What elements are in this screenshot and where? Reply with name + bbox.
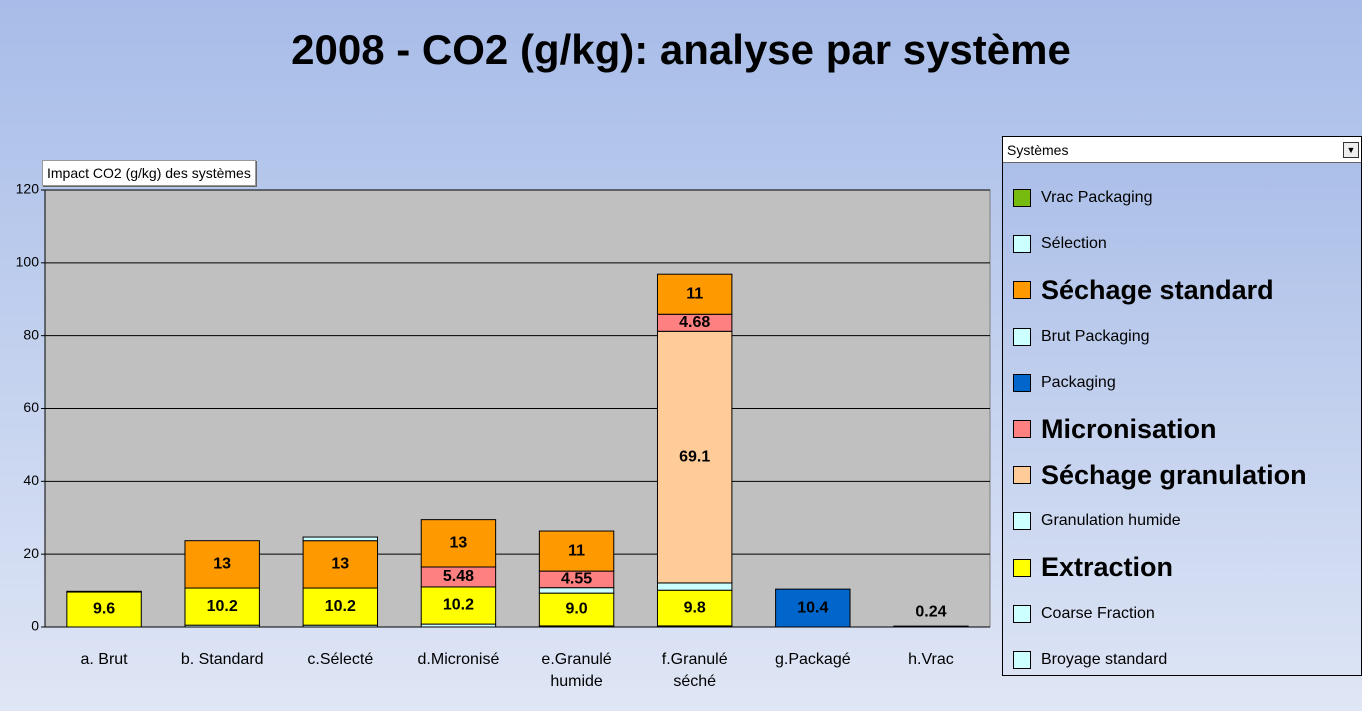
- bar-segment: [66, 590, 142, 593]
- legend-swatch: [1013, 327, 1031, 346]
- x-tick-label: a. Brut: [80, 651, 128, 668]
- data-label: 11: [568, 542, 585, 559]
- data-label: 9.0: [565, 601, 587, 618]
- legend-label: Vrac Packaging: [1041, 189, 1153, 206]
- legend-swatch: [1013, 604, 1031, 623]
- bar-segment: [420, 586, 497, 625]
- x-tick-label: g.Packagé: [775, 651, 851, 668]
- legend-entry[interactable]: Micronisation: [1013, 414, 1217, 444]
- legend-entry[interactable]: Séchage standard: [1013, 275, 1274, 305]
- data-label: 0.24: [915, 603, 946, 620]
- bar-segment: [184, 587, 260, 626]
- legend-entry[interactable]: Broyage standard: [1013, 645, 1167, 675]
- y-tick-label: 40: [23, 472, 39, 488]
- y-tick-label: 0: [31, 618, 39, 634]
- dropdown-button[interactable]: ▼: [1343, 142, 1359, 158]
- y-tick-label: 120: [16, 181, 40, 197]
- legend-entry[interactable]: Packaging: [1013, 368, 1116, 398]
- bar-segment: [775, 588, 851, 628]
- legend-swatch: [1013, 420, 1031, 438]
- bar-segment: [538, 587, 615, 594]
- plot: 0 20 40 60 80 100 120 9.6 10.2 13 10.2 13 10.2 5.48 13…: [16, 181, 991, 634]
- legend-swatch: [1013, 373, 1031, 392]
- bar-segment: [420, 519, 497, 568]
- legend-label: Micronisation: [1041, 413, 1217, 444]
- legend-entry[interactable]: Granulation humide: [1013, 506, 1181, 536]
- data-label: 5.48: [443, 568, 474, 585]
- bar-segment: [656, 582, 733, 591]
- x-tick-label: h.Vrac: [908, 651, 954, 668]
- legend-entry[interactable]: Extraction: [1013, 552, 1174, 583]
- legend-entry[interactable]: Coarse Fraction: [1013, 599, 1155, 629]
- legend-swatch: [1013, 466, 1031, 485]
- data-label: 4.68: [679, 314, 710, 331]
- legend-swatch: [1013, 281, 1031, 300]
- bar-segment: [538, 530, 615, 572]
- data-label: 9.6: [93, 601, 115, 618]
- legend-label: Séchage standard: [1041, 274, 1274, 305]
- bar-segment: [302, 587, 379, 626]
- legend-swatch: [1013, 189, 1031, 207]
- legend-entry[interactable]: Sélection: [1013, 229, 1107, 259]
- bar-segment: [893, 625, 969, 628]
- legend-entry[interactable]: Séchage granulation: [1013, 460, 1307, 490]
- chart-title: 2008 - CO2 (g/kg): analyse par système: [291, 26, 1071, 73]
- legend-entry[interactable]: Vrac Packaging: [1013, 183, 1152, 213]
- y-tick-label: 20: [23, 545, 39, 561]
- bar-segment: [538, 592, 615, 627]
- bar-segment: [302, 536, 379, 542]
- bar-segment: [184, 540, 260, 589]
- legend-entry[interactable]: Brut Packaging: [1013, 322, 1150, 352]
- legend-label: Séchage granulation: [1041, 459, 1307, 490]
- data-label: 13: [331, 556, 349, 573]
- legend-swatch: [1013, 558, 1031, 577]
- legend-swatch: [1013, 512, 1031, 531]
- x-tick-label: f.Granulé séché: [661, 651, 728, 690]
- legend-label: Packaging: [1041, 373, 1116, 391]
- data-label: 10.2: [207, 598, 238, 615]
- y-tick-label: 100: [16, 254, 40, 270]
- bar-segment: [656, 273, 733, 315]
- legend-swatch: [1013, 235, 1031, 254]
- x-tick-label: d.Micronisé: [417, 651, 500, 668]
- y-tick-label: 60: [23, 399, 39, 415]
- x-tick-label: b. Standard: [180, 651, 264, 668]
- x-tick-label: e.Granulé humide: [541, 651, 612, 690]
- data-label: 69.1: [679, 448, 710, 465]
- data-label: 4.55: [561, 571, 592, 588]
- data-label: 13: [213, 556, 231, 573]
- field-button[interactable]: Impact CO2 (g/kg) des systèmes: [42, 160, 256, 186]
- legend-swatch: [1013, 651, 1031, 669]
- bar-segment: [656, 330, 733, 584]
- legend-label: Broyage standard: [1041, 651, 1168, 668]
- bar-segment: [656, 589, 733, 627]
- legend-title: Systèmes: [1007, 142, 1069, 158]
- legend-label: Coarse Fraction: [1041, 604, 1155, 622]
- legend-label: Granulation humide: [1041, 512, 1181, 530]
- legend-label: Sélection: [1041, 235, 1107, 253]
- data-label: 11: [686, 285, 703, 302]
- data-label: 13: [450, 535, 468, 552]
- data-label: 9.8: [684, 599, 706, 616]
- x-tick-label: c.Sélecté: [307, 651, 374, 668]
- legend-header[interactable]: Systèmes ▼: [1003, 137, 1361, 163]
- legend-label: Brut Packaging: [1041, 327, 1150, 345]
- data-label: 10.4: [797, 599, 828, 616]
- legend-label: Extraction: [1041, 552, 1174, 583]
- y-tick-label: 80: [23, 326, 39, 342]
- data-label: 10.2: [443, 597, 474, 614]
- legend: Systèmes ▼ Vrac Packaging Sélection Séchage…: [1002, 136, 1362, 676]
- data-label: 10.2: [325, 598, 356, 615]
